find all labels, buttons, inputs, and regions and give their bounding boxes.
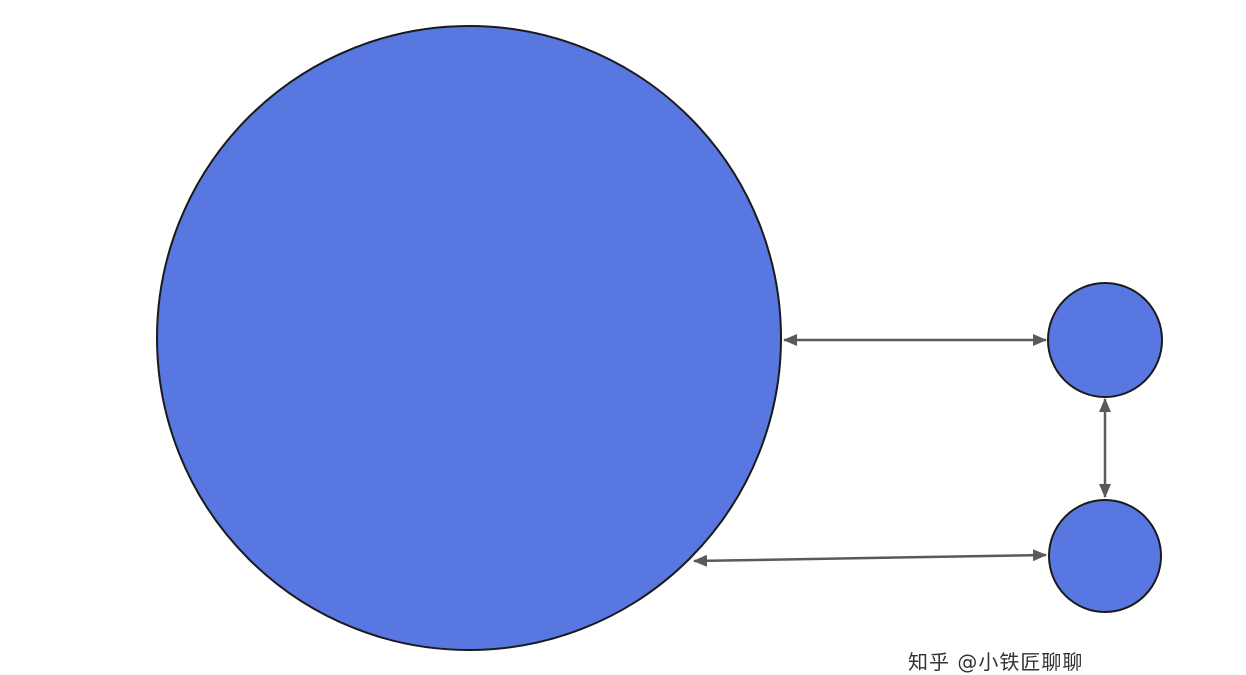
small-node-bottom[interactable] (1048, 499, 1162, 613)
large-node[interactable] (156, 25, 782, 651)
watermark-text: 知乎 @小铁匠聊聊 (908, 650, 1084, 674)
edge-large-to-bottom (693, 549, 1047, 567)
small-node-top[interactable] (1047, 282, 1163, 398)
